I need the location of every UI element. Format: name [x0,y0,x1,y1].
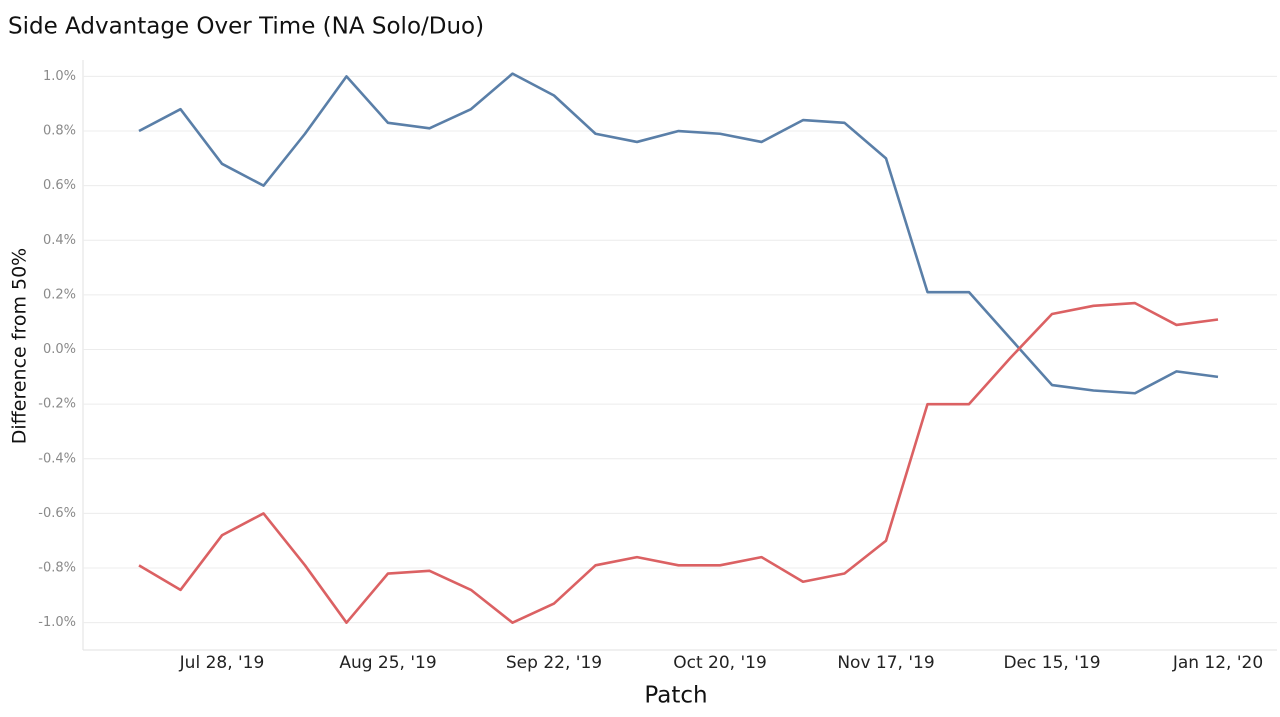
chart-title: Side Advantage Over Time (NA Solo/Duo) [8,14,484,40]
y-tick-label: -0.8% [38,561,76,576]
x-tick-label: Aug 25, '19 [339,653,436,673]
x-tick-label: Oct 20, '19 [673,653,767,673]
y-tick-label: 0.0% [43,342,76,357]
y-axis-label: Difference from 50% [9,248,31,444]
y-tick-label: -0.2% [38,397,76,412]
x-tick-label: Nov 17, '19 [837,653,934,673]
y-tick-label: -0.4% [38,451,76,466]
y-tick-label: -0.6% [38,506,76,521]
y-tick-label: 0.2% [43,287,76,302]
series-line [138,72,1219,395]
y-tick-label: 0.8% [43,124,76,139]
x-tick-label: Jan 12, '20 [1172,653,1263,673]
x-tick-label: Dec 15, '19 [1003,653,1100,673]
y-tick-label: -1.0% [38,615,76,630]
x-tick-label: Sep 22, '19 [506,653,602,673]
y-tick-label: 0.6% [43,178,76,193]
y-tick-label: 1.0% [43,69,76,84]
x-tick-label: Jul 28, '19 [179,653,265,673]
x-axis-label: Patch [644,683,707,709]
y-tick-label: 0.4% [43,233,76,248]
series-line [138,301,1219,624]
